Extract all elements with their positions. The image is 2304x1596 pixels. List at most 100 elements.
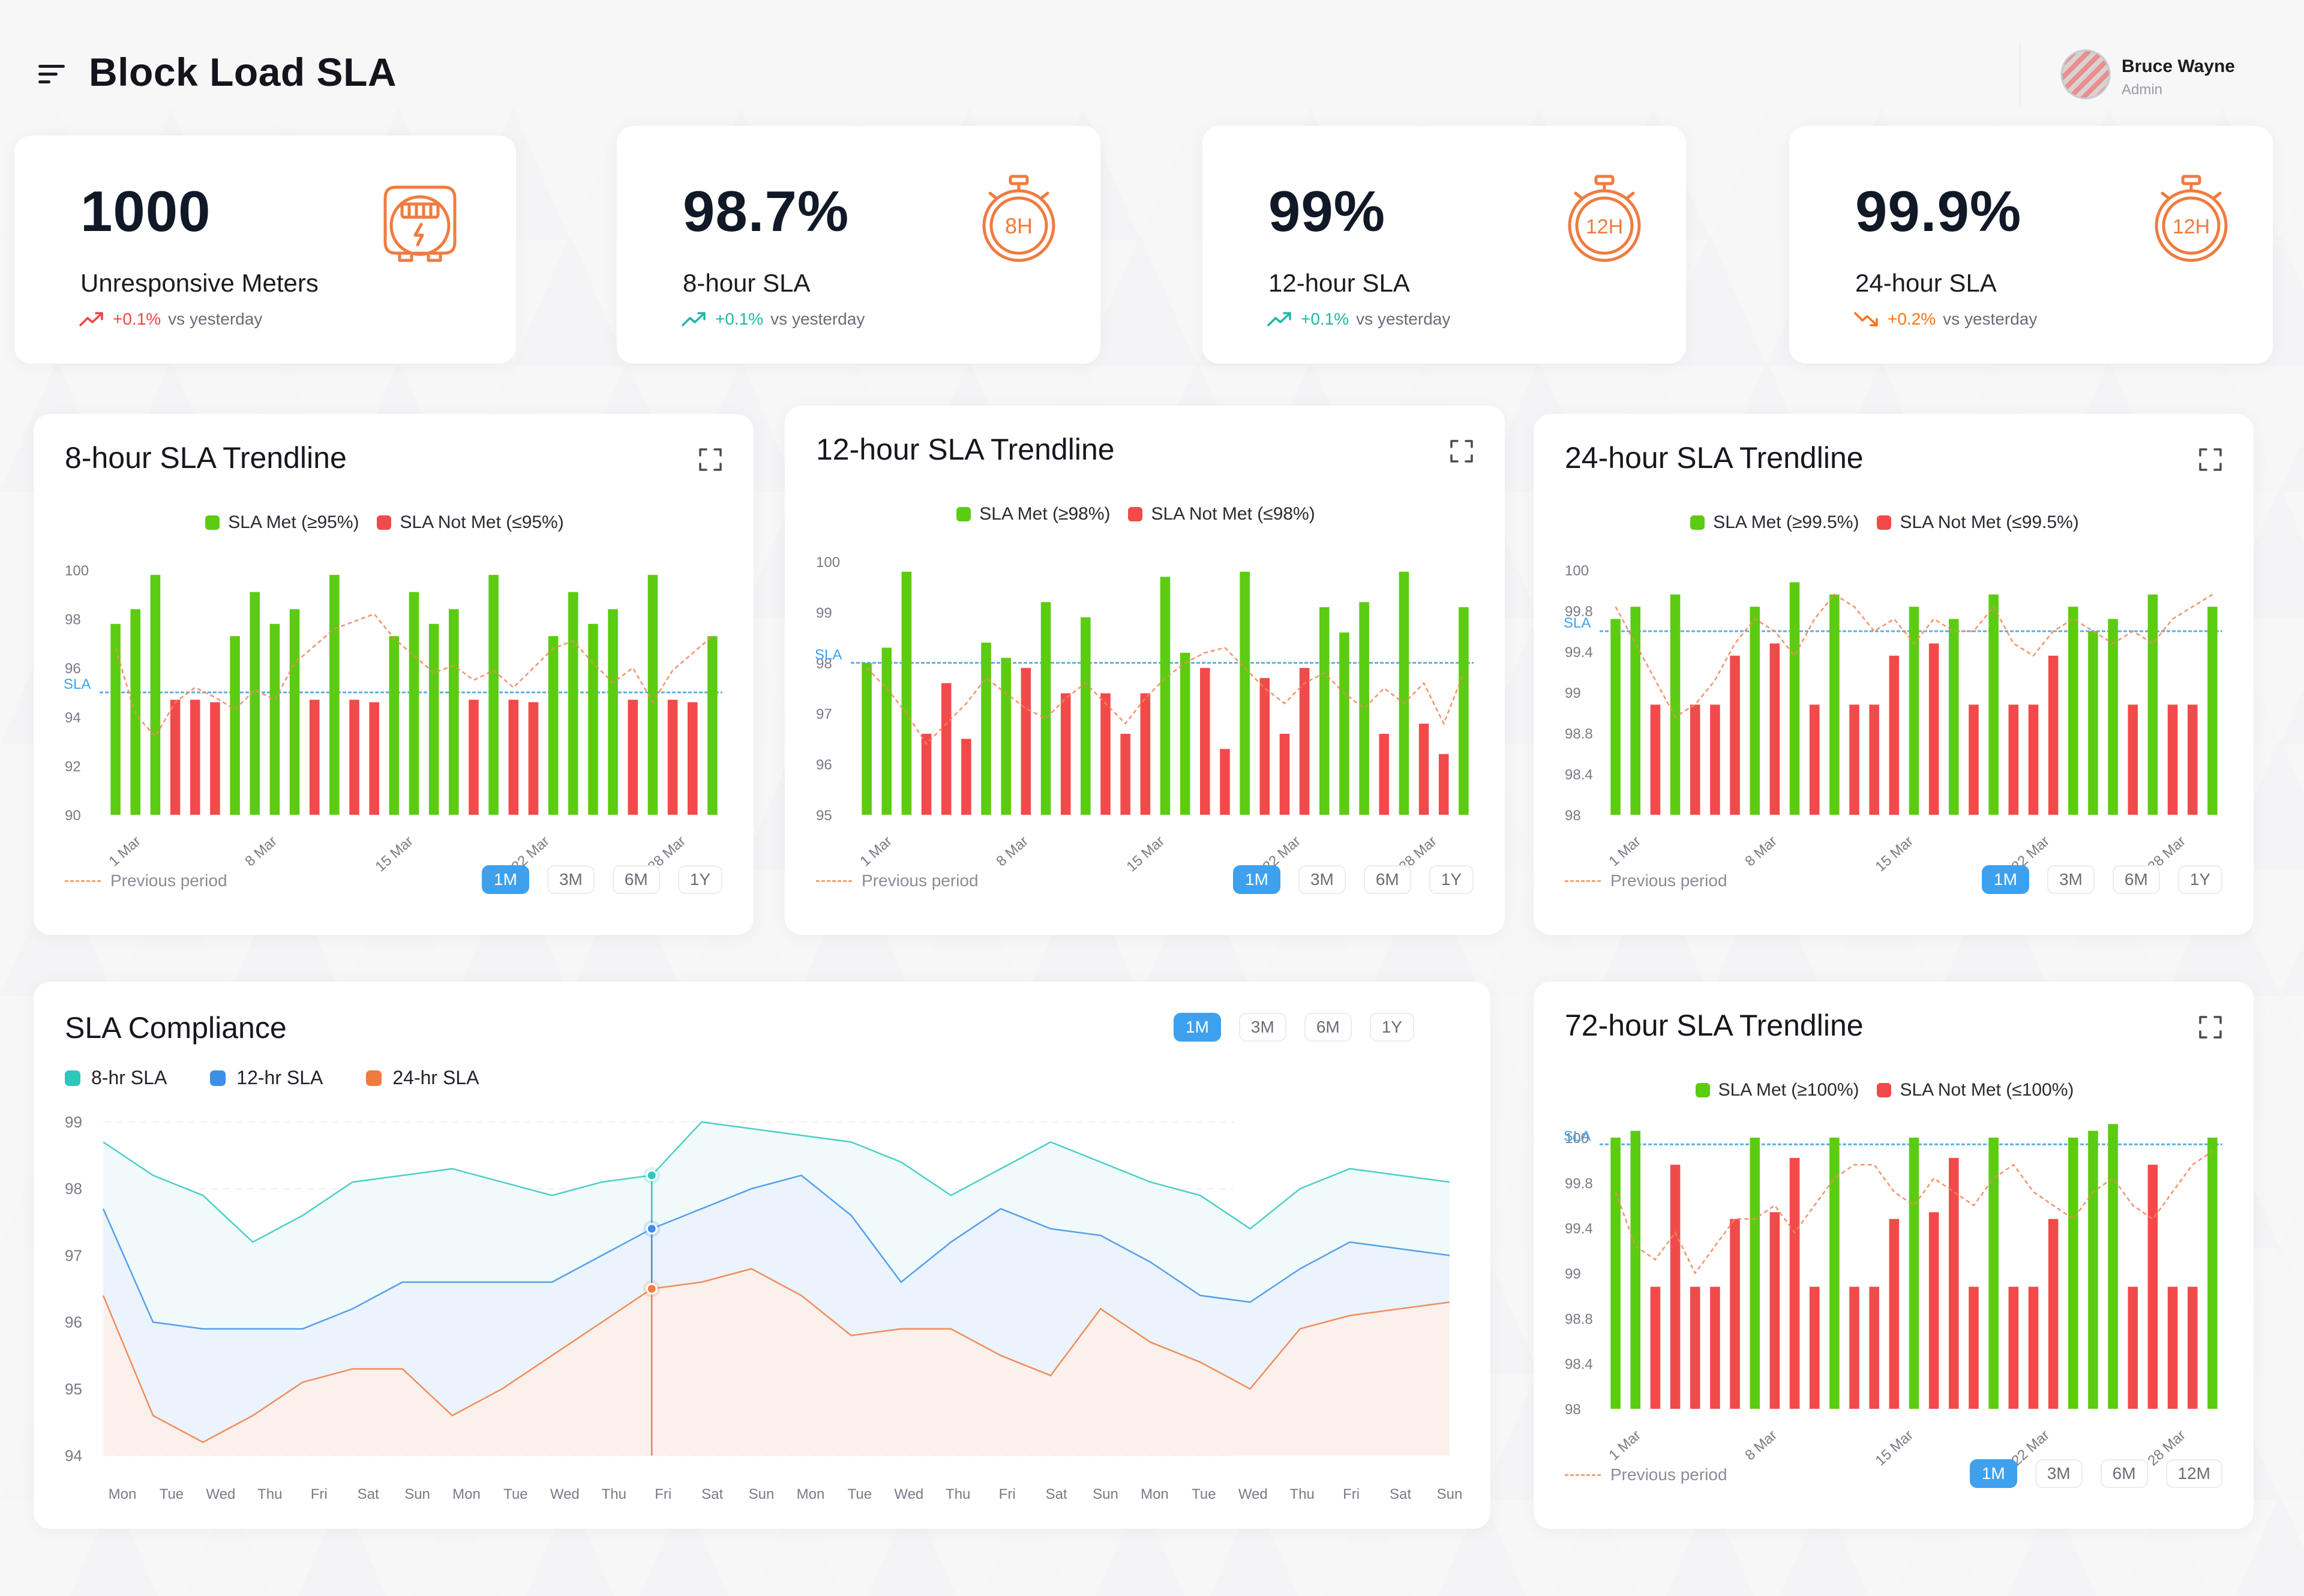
bar[interactable] — [2008, 1286, 2019, 1409]
bar[interactable] — [1909, 1138, 1919, 1409]
bar[interactable] — [1670, 1165, 1681, 1409]
bar[interactable] — [2048, 655, 2059, 815]
bar[interactable] — [190, 700, 200, 815]
bar[interactable] — [349, 700, 359, 815]
bar[interactable] — [1100, 693, 1111, 815]
trend-3-range-1m[interactable]: 1M — [1969, 1459, 2017, 1488]
bar[interactable] — [1750, 607, 1760, 815]
bar[interactable] — [981, 643, 991, 815]
bar[interactable] — [1789, 1157, 1800, 1409]
trend-0-range-3m[interactable]: 3M — [547, 865, 595, 894]
bar[interactable] — [2207, 1138, 2218, 1409]
bar[interactable] — [2088, 631, 2098, 815]
bar[interactable] — [409, 592, 419, 815]
bar[interactable] — [1459, 607, 1469, 815]
bar[interactable] — [647, 575, 658, 815]
bar[interactable] — [1220, 749, 1230, 815]
bar[interactable] — [1809, 1286, 1820, 1409]
bar[interactable] — [1418, 724, 1429, 815]
hover-point[interactable] — [646, 1223, 658, 1235]
trend-0-range-1m[interactable]: 1M — [482, 865, 529, 894]
bar[interactable] — [449, 609, 459, 815]
bar[interactable] — [1829, 1138, 1840, 1409]
bar[interactable] — [1120, 733, 1130, 815]
bar[interactable] — [1869, 704, 1879, 815]
bar[interactable] — [1610, 1138, 1621, 1409]
expand-icon[interactable] — [2198, 1015, 2222, 1039]
trend-3-range-3m[interactable]: 3M — [2035, 1459, 2083, 1488]
bar[interactable] — [1040, 602, 1051, 815]
bar[interactable] — [1889, 655, 1900, 815]
series-line-3[interactable] — [102, 1268, 1450, 1444]
expand-icon[interactable] — [1450, 439, 1474, 463]
bar[interactable] — [1630, 1130, 1641, 1409]
bar[interactable] — [1769, 1212, 1780, 1409]
trend-3-range-6m[interactable]: 6M — [2100, 1459, 2148, 1488]
bar[interactable] — [1690, 704, 1700, 815]
bar[interactable] — [901, 571, 912, 815]
bar[interactable] — [1750, 1138, 1760, 1409]
bar[interactable] — [1379, 733, 1390, 815]
menu-icon[interactable] — [38, 62, 67, 86]
bar[interactable] — [1180, 652, 1190, 815]
bar[interactable] — [2167, 704, 2178, 815]
bar[interactable] — [1359, 602, 1369, 815]
bar[interactable] — [862, 662, 872, 815]
bar[interactable] — [1690, 1286, 1700, 1409]
bar[interactable] — [1240, 571, 1250, 815]
bar[interactable] — [2108, 619, 2118, 815]
bar[interactable] — [1809, 704, 1820, 815]
expand-icon[interactable] — [698, 448, 722, 472]
trend-0-range-1y[interactable]: 1Y — [677, 865, 722, 894]
bar[interactable] — [2167, 1286, 2178, 1409]
trend-1-range-1y[interactable]: 1Y — [1429, 865, 1474, 894]
bar[interactable] — [1399, 571, 1409, 815]
bar[interactable] — [2088, 1130, 2098, 1409]
bar[interactable] — [2187, 704, 2198, 815]
bar[interactable] — [628, 700, 638, 815]
bar[interactable] — [2108, 1124, 2118, 1409]
bar[interactable] — [941, 683, 952, 815]
bar[interactable] — [389, 636, 400, 815]
trend-2-range-1y[interactable]: 1Y — [2177, 865, 2222, 894]
bar[interactable] — [1160, 577, 1171, 815]
bar[interactable] — [1650, 704, 1661, 815]
bar[interactable] — [1339, 632, 1349, 815]
bar[interactable] — [1140, 693, 1151, 815]
bar[interactable] — [1060, 693, 1071, 815]
bar[interactable] — [1969, 1286, 1979, 1409]
bar[interactable] — [289, 609, 300, 815]
bar[interactable] — [110, 623, 121, 815]
bar[interactable] — [608, 609, 618, 815]
compliance-range-1y[interactable]: 1Y — [1369, 1013, 1414, 1042]
bar[interactable] — [1869, 1286, 1879, 1409]
bar[interactable] — [1319, 607, 1330, 815]
bar[interactable] — [1829, 594, 1840, 815]
bar[interactable] — [1259, 678, 1270, 815]
bar[interactable] — [1710, 704, 1720, 815]
avatar[interactable] — [2060, 49, 2111, 100]
bar[interactable] — [1200, 668, 1210, 815]
trend-1-range-6m[interactable]: 6M — [1363, 865, 1411, 894]
bar[interactable] — [1988, 594, 1999, 815]
bar[interactable] — [2068, 1138, 2078, 1409]
hover-point[interactable] — [646, 1283, 658, 1295]
trend-2-range-1m[interactable]: 1M — [1982, 865, 2029, 894]
bar[interactable] — [1909, 607, 1919, 815]
series-line-1[interactable] — [103, 1121, 1450, 1243]
bar[interactable] — [1670, 594, 1681, 815]
trend-0-range-6m[interactable]: 6M — [612, 865, 660, 894]
bar[interactable] — [2028, 1286, 2039, 1409]
bar[interactable] — [1650, 1286, 1661, 1409]
bar[interactable] — [2048, 1219, 2059, 1409]
bar[interactable] — [2128, 1286, 2138, 1409]
bar[interactable] — [269, 623, 280, 815]
bar[interactable] — [1730, 1219, 1740, 1409]
bar[interactable] — [588, 623, 598, 815]
bar[interactable] — [2147, 594, 2158, 815]
trend-1-range-1m[interactable]: 1M — [1233, 865, 1280, 894]
bar[interactable] — [2008, 704, 2019, 815]
bar[interactable] — [469, 700, 479, 815]
